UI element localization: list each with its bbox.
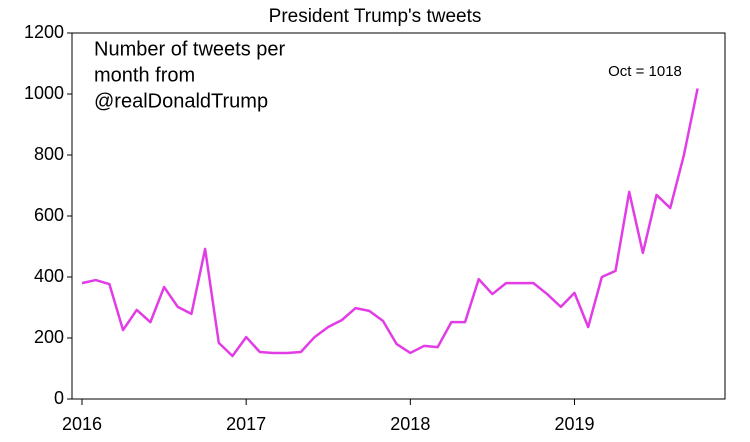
line xyxy=(81,88,699,358)
y-tick-label: 0 xyxy=(54,388,64,408)
subtitle-line: @realDonaldTrump xyxy=(94,90,268,112)
x-tick-label: 2017 xyxy=(226,414,266,434)
chart-title: President Trump's tweets xyxy=(269,6,482,27)
y-tick-label: 600 xyxy=(34,205,64,225)
y-tick-label: 800 xyxy=(34,144,64,164)
x-tick-label: 2016 xyxy=(62,414,102,434)
subtitle-line: Number of tweets per xyxy=(94,38,286,60)
y-tick-label: 400 xyxy=(34,266,64,286)
y-tick-label: 200 xyxy=(34,327,64,347)
x-tick-label: 2019 xyxy=(554,414,594,434)
annotation: Oct = 1018 xyxy=(608,63,682,80)
y-tick-label: 1200 xyxy=(24,22,64,42)
y-tick-label: 1000 xyxy=(24,83,64,103)
subtitle-line: month from xyxy=(94,64,195,86)
x-tick-label: 2018 xyxy=(390,414,430,434)
